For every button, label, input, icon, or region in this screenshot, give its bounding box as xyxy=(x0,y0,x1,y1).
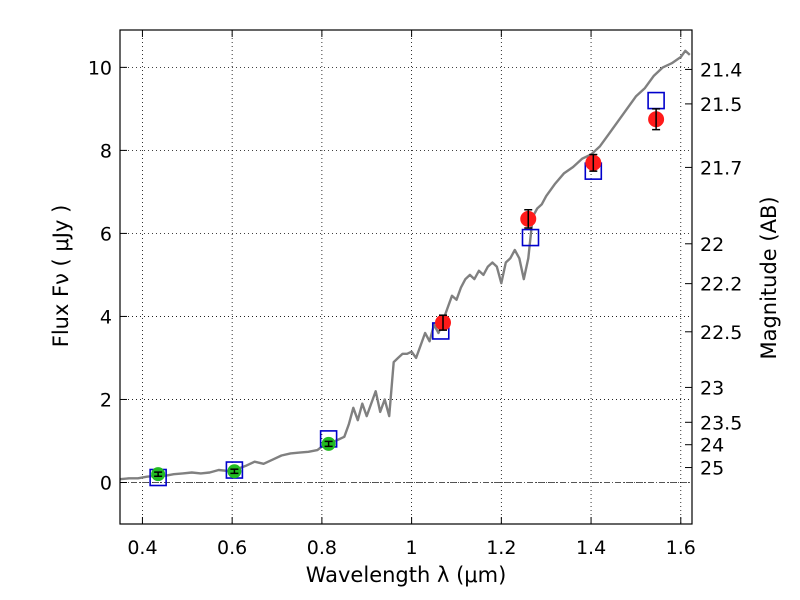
plot-frame xyxy=(119,29,693,525)
y2-tick-label: 25 xyxy=(700,458,724,480)
x-axis-label: Wavelength λ (μm) xyxy=(306,563,507,587)
y2-tick-label: 21.4 xyxy=(700,59,742,81)
y2-tick-label: 22.2 xyxy=(700,274,742,296)
x-tick-label: 0.6 xyxy=(217,537,247,559)
y2-tick-label: 24 xyxy=(700,435,724,457)
y-tick-label: 4 xyxy=(100,306,112,328)
y2-axis-label: Magnitude (AB) xyxy=(757,196,781,359)
x-tick-label: 1.4 xyxy=(576,537,606,559)
y2-tick-label: 22.5 xyxy=(700,322,742,344)
y-tick-label: 0 xyxy=(100,472,112,494)
model-photometry-square xyxy=(521,228,540,247)
x-tick-label: 1.6 xyxy=(666,537,696,559)
y2-tick-label: 23 xyxy=(700,377,724,399)
y2-tick-label: 21.5 xyxy=(700,94,742,116)
y-tick-label: 2 xyxy=(100,389,112,411)
y2-tick-label: 21.7 xyxy=(700,157,742,179)
x-tick-label: 1.2 xyxy=(486,537,516,559)
model-spectrum-line xyxy=(119,49,691,481)
y-axis-label: Flux Fν ( μJy ) xyxy=(49,205,73,348)
x-tick-label: 0.8 xyxy=(307,537,337,559)
x-tick-label: 0.4 xyxy=(127,537,157,559)
y2-tick-label: 22 xyxy=(700,234,724,256)
y2-tick-label: 23.5 xyxy=(700,412,742,434)
y-tick-label: 8 xyxy=(100,140,112,162)
data-layer xyxy=(119,49,691,487)
x-tick-label: 1 xyxy=(406,537,418,559)
y-tick-label: 6 xyxy=(100,223,112,245)
y-tick-label: 10 xyxy=(88,57,112,79)
